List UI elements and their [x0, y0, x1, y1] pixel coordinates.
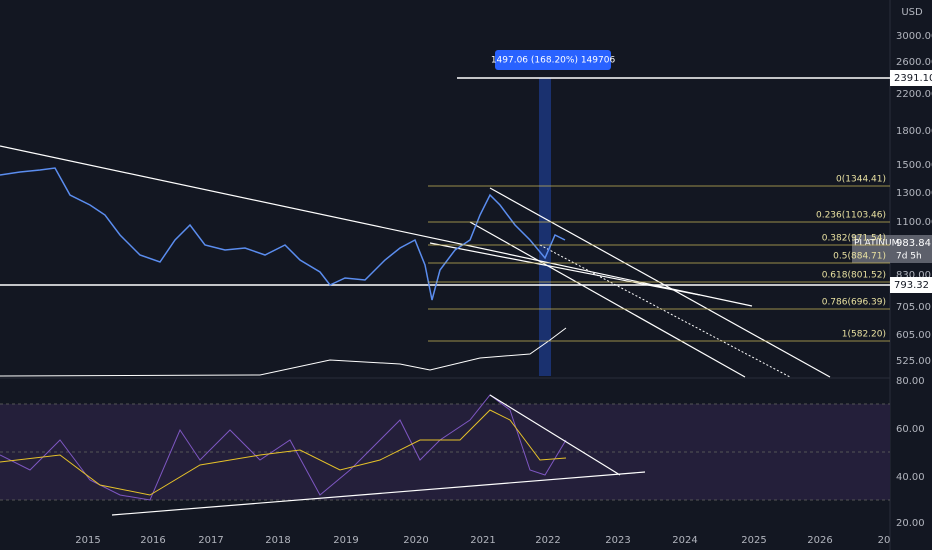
- channel-line: [489, 187, 831, 378]
- price-label: 1300.00: [896, 188, 932, 199]
- price-label: 605.00: [896, 330, 931, 341]
- price-tag-text: 2391.10: [894, 73, 932, 84]
- time-label: 2022: [535, 535, 560, 546]
- fib-label: 0.618(801.52): [822, 271, 886, 281]
- symbol-price: 983.84: [896, 238, 931, 249]
- price-tag: [890, 70, 932, 86]
- price-label: 2600.00: [896, 57, 932, 68]
- rsi-label: 60.00: [896, 424, 925, 435]
- time-label: 2026: [807, 535, 832, 546]
- trend-line: [0, 145, 753, 307]
- price-label: 2200.00: [896, 89, 932, 100]
- rsi-label: 20.00: [896, 518, 925, 529]
- rsi-trend: [489, 394, 621, 476]
- time-label: 2023: [605, 535, 630, 546]
- volume-ma: [0, 327, 567, 377]
- labels: USD 3000.00 2600.00 2200.00 1800.00 1500.00 13…: [75, 7, 932, 546]
- fib-label: 0.382(971.54): [822, 234, 886, 244]
- time-label: 2021: [470, 535, 495, 546]
- currency: USD: [901, 7, 923, 18]
- rsi-trend: [111, 471, 646, 516]
- time-label: 2015: [75, 535, 100, 546]
- price-label: 705.00: [896, 302, 931, 313]
- price-label: 1100.00: [896, 217, 932, 228]
- rsi-line: [0, 394, 567, 501]
- fib-label: 1(582.20): [842, 330, 886, 340]
- price-tag: [890, 277, 932, 293]
- price-label: 1800.00: [896, 126, 932, 137]
- symbol-name: PLATINUM: [854, 239, 899, 249]
- fib-label: 0.236(1103.46): [816, 211, 886, 221]
- fib-label: 0.786(696.39): [822, 298, 886, 308]
- time-label: 2025: [741, 535, 766, 546]
- channel-line: [469, 221, 746, 378]
- fib-label: 0.5(884.71): [833, 252, 886, 262]
- price-line: [0, 167, 566, 301]
- measure-range: [539, 78, 551, 376]
- price-label: 830.00: [896, 270, 931, 281]
- measure-text: 1497.06 (168.20%) 149706: [491, 56, 616, 66]
- fib-label: 0(1344.41): [836, 175, 886, 185]
- symbol-tag: [852, 235, 932, 263]
- time-label: 2016: [140, 535, 165, 546]
- time-label: 20: [878, 535, 891, 546]
- rsi-label: 80.00: [896, 376, 925, 387]
- time-label: 2018: [265, 535, 290, 546]
- rsi-label: 40.00: [896, 472, 925, 483]
- price-label: 525.00: [896, 356, 931, 367]
- trend-line: [429, 242, 701, 296]
- measure-box: [495, 50, 611, 70]
- time-label: 2024: [672, 535, 697, 546]
- rsi-ma: [0, 409, 567, 496]
- price-tag-text: 793.32: [894, 280, 929, 291]
- time-label: 2019: [333, 535, 358, 546]
- time-label: 2020: [403, 535, 428, 546]
- time-label: 2017: [198, 535, 223, 546]
- price-label: 1500.00: [896, 160, 932, 171]
- countdown: 7d 5h: [896, 252, 922, 262]
- channel-mid: [539, 244, 791, 378]
- price-label: 3000.00: [896, 31, 932, 42]
